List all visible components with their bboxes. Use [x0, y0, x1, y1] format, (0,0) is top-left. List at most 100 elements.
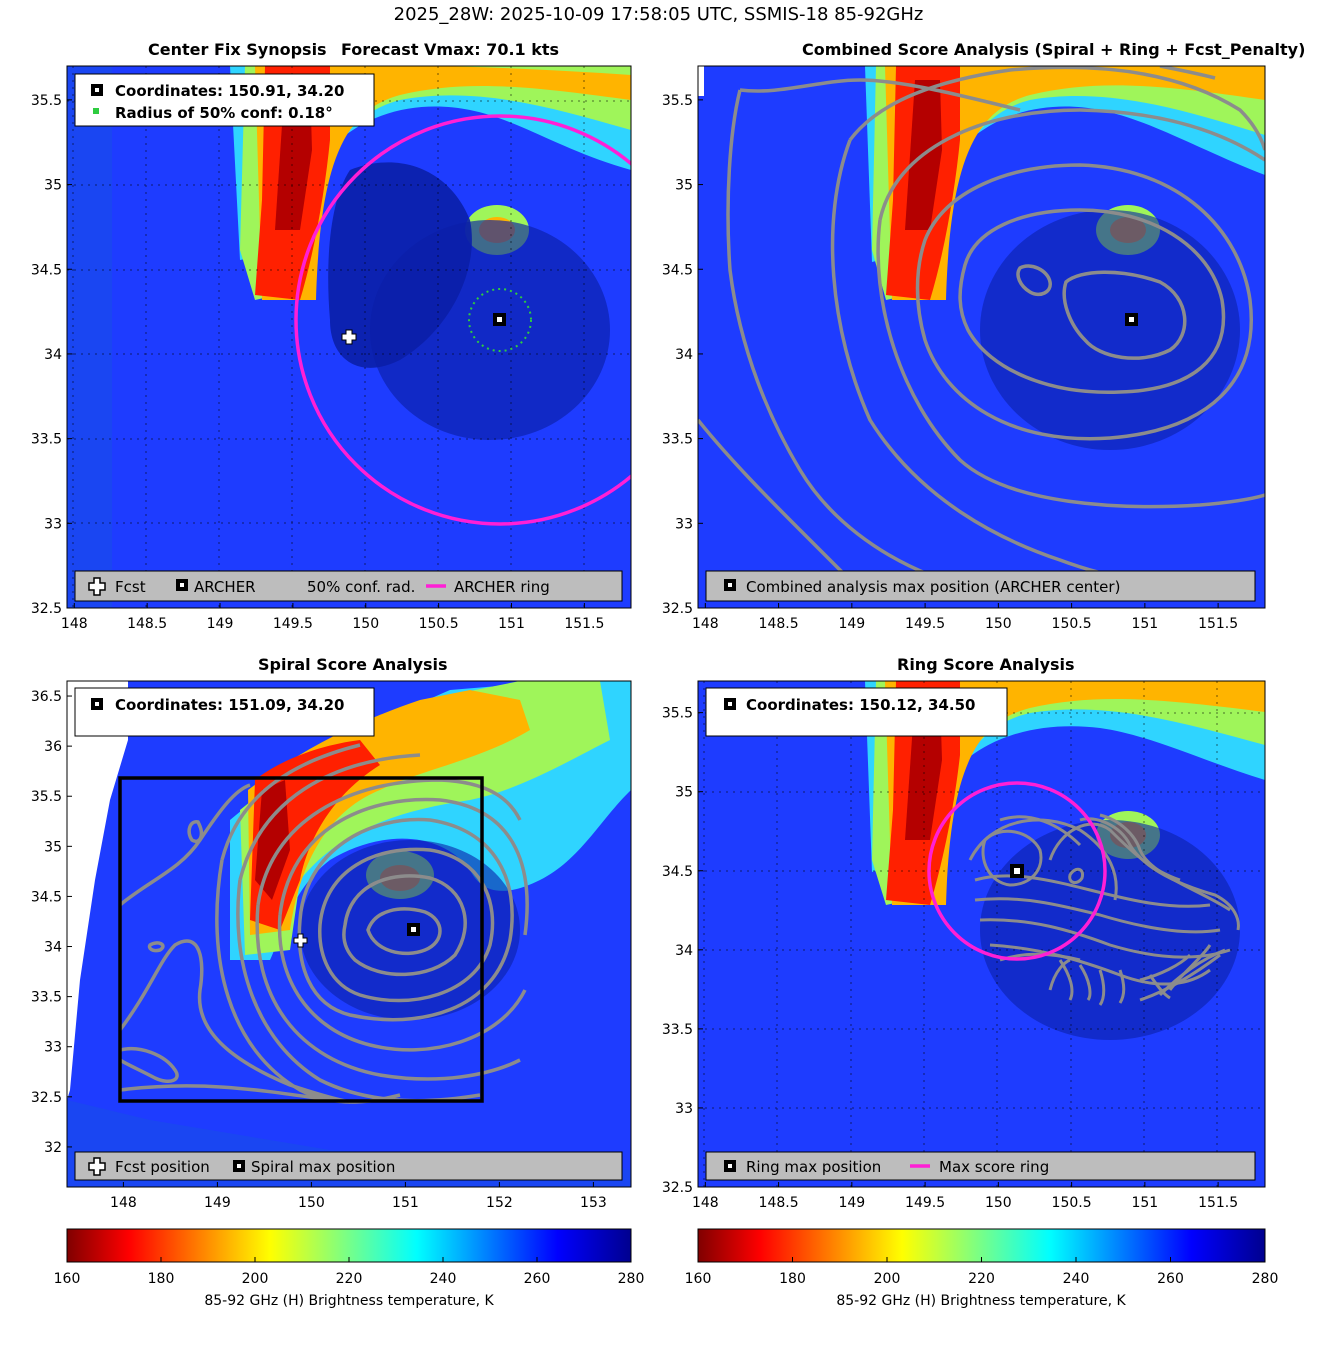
max-score-ring: [927, 781, 1107, 961]
x-tick-label: 151: [392, 1195, 419, 1211]
archer-ring: [294, 114, 631, 526]
y-tick-label: 34.5: [31, 262, 62, 278]
y-tick-label: 34: [675, 943, 693, 959]
y-tick-label: 34: [44, 940, 62, 956]
spiral-panel: Coordinates: 151.09, 34.20 Fcst position…: [31, 680, 632, 1211]
spiral-forecast-marker: [293, 933, 308, 948]
y-tick-label: 35.5: [31, 93, 62, 109]
y-tick-label: 35: [675, 178, 693, 194]
legend-spiral-fcst: Fcst position: [115, 1158, 210, 1176]
synopsis-title: Center Fix Synopsis: [148, 40, 327, 59]
colorbar-tick-label: 220: [336, 1271, 363, 1287]
ring-coordinates: Coordinates: 150.12, 34.50: [746, 696, 975, 714]
y-tick-label: 35: [44, 178, 62, 194]
colorbar-tick-label: 160: [685, 1271, 712, 1287]
x-tick-label: 150: [985, 616, 1012, 632]
colorbar-right-label: 85-92 GHz (H) Brightness temperature, K: [836, 1293, 1126, 1309]
x-tick-label: 148.5: [759, 1195, 799, 1211]
y-tick-label: 33.5: [31, 990, 62, 1006]
colorbar-tick-label: 180: [779, 1271, 806, 1287]
synopsis-panel: Coordinates: 150.91, 34.20 Radius of 50%…: [31, 65, 632, 632]
colorbar-tick-label: 260: [1157, 1271, 1184, 1287]
synopsis-subtitle: Forecast Vmax: 70.1 kts: [341, 40, 560, 59]
synopsis-frame: [66, 65, 632, 609]
spiral-coordinates: Coordinates: 151.09, 34.20: [115, 696, 344, 714]
x-tick-label: 149: [838, 1195, 865, 1211]
x-tick-label: 149.5: [905, 616, 945, 632]
x-tick-label: 148: [61, 616, 88, 632]
x-tick-label: 148: [110, 1195, 137, 1211]
y-tick-label: 34.5: [31, 889, 62, 905]
x-tick-label: 150.5: [1052, 1195, 1092, 1211]
x-tick-label: 149: [207, 616, 234, 632]
colorbar-left: 160 180 200 220 240 260 280 85-92 GHz (H) Brig…: [54, 1228, 645, 1309]
combined-legend: Combined analysis max position (ARCHER c…: [705, 570, 1256, 602]
y-tick-label: 35: [675, 785, 693, 801]
spiral-max-marker: [407, 923, 420, 936]
ring-axes: 148 148.5 149 149.5 150 150.5 151 151.5 32.5 33 33…: [662, 706, 1238, 1211]
synopsis-grid: [67, 66, 631, 608]
y-tick-label: 32.5: [31, 1090, 62, 1106]
y-tick-label: 34: [44, 347, 62, 363]
legend-spiral-max: Spiral max position: [251, 1158, 395, 1176]
x-tick-label: 149: [838, 616, 865, 632]
y-tick-label: 34.5: [662, 864, 693, 880]
spiral-title: Spiral Score Analysis: [258, 655, 448, 674]
y-tick-label: 33: [44, 516, 62, 532]
x-tick-label: 148.5: [127, 616, 167, 632]
synopsis-conf-radius: Radius of 50% conf: 0.18°: [115, 104, 333, 122]
y-tick-label: 33.5: [662, 1022, 693, 1038]
x-tick-label: 148: [692, 1195, 719, 1211]
x-tick-label: 149.5: [905, 1195, 945, 1211]
synopsis-info-box: Coordinates: 150.91, 34.20 Radius of 50%…: [74, 73, 375, 127]
x-tick-label: 151: [1131, 1195, 1158, 1211]
colorbar-tick-label: 280: [618, 1271, 645, 1287]
x-tick-label: 151: [498, 616, 525, 632]
y-tick-label: 33: [675, 1101, 693, 1117]
ring-grid: [698, 681, 1265, 1187]
y-tick-label: 36.5: [31, 689, 62, 705]
colorbar-tick-label: 180: [148, 1271, 175, 1287]
archer-center-marker: [493, 313, 506, 326]
y-tick-label: 35: [44, 839, 62, 855]
y-tick-label: 32: [44, 1140, 62, 1156]
ring-info-box: Coordinates: 150.12, 34.50: [705, 687, 1008, 737]
y-tick-label: 35.5: [662, 706, 693, 722]
x-tick-label: 149: [204, 1195, 231, 1211]
x-tick-label: 150: [352, 616, 379, 632]
colorbar-tick-label: 260: [524, 1271, 551, 1287]
synopsis-coordinates: Coordinates: 150.91, 34.20: [115, 82, 344, 100]
y-tick-label: 36: [44, 739, 62, 755]
y-tick-label: 32.5: [662, 601, 693, 617]
combined-panel: Combined analysis max position (ARCHER c…: [662, 65, 1266, 632]
y-tick-label: 35.5: [662, 93, 693, 109]
colorbar-tick-label: 160: [54, 1271, 81, 1287]
legend-conf: 50% conf. rad.: [307, 578, 415, 596]
y-tick-label: 35.5: [31, 789, 62, 805]
x-tick-label: 151.5: [1198, 616, 1238, 632]
x-tick-label: 151: [1131, 616, 1158, 632]
y-tick-label: 32.5: [31, 601, 62, 617]
x-tick-label: 148.5: [759, 616, 799, 632]
combined-title: Combined Score Analysis (Spiral + Ring +…: [802, 40, 1306, 59]
x-tick-label: 150: [985, 1195, 1012, 1211]
forecast-marker: [341, 329, 357, 345]
x-tick-label: 149.5: [273, 616, 313, 632]
x-tick-label: 150: [298, 1195, 325, 1211]
y-tick-label: 33.5: [662, 432, 693, 448]
ring-panel: Coordinates: 150.12, 34.50 Ring max posi…: [662, 680, 1266, 1211]
y-tick-label: 34: [675, 347, 693, 363]
legend-combined-max: Combined analysis max position (ARCHER c…: [746, 578, 1120, 596]
legend-ring: ARCHER ring: [454, 578, 550, 596]
ring-max-marker: [1010, 864, 1024, 878]
x-tick-label: 151.5: [1198, 1195, 1238, 1211]
y-tick-label: 33.5: [31, 432, 62, 448]
combined-axes: 148 148.5 149 149.5 150 150.5 151 151.5 32.5 33 33…: [662, 93, 1238, 632]
synopsis-legend: Fcst ARCHER 50% conf. rad. ARCHER ring: [74, 570, 623, 602]
ring-title: Ring Score Analysis: [897, 655, 1075, 674]
colorbar-tick-label: 240: [1063, 1271, 1090, 1287]
ring-legend: Ring max position Max score ring: [705, 1151, 1256, 1181]
colorbar-tick-label: 200: [242, 1271, 269, 1287]
ring-score-contours: [968, 813, 1240, 1006]
y-tick-label: 32.5: [662, 1180, 693, 1196]
